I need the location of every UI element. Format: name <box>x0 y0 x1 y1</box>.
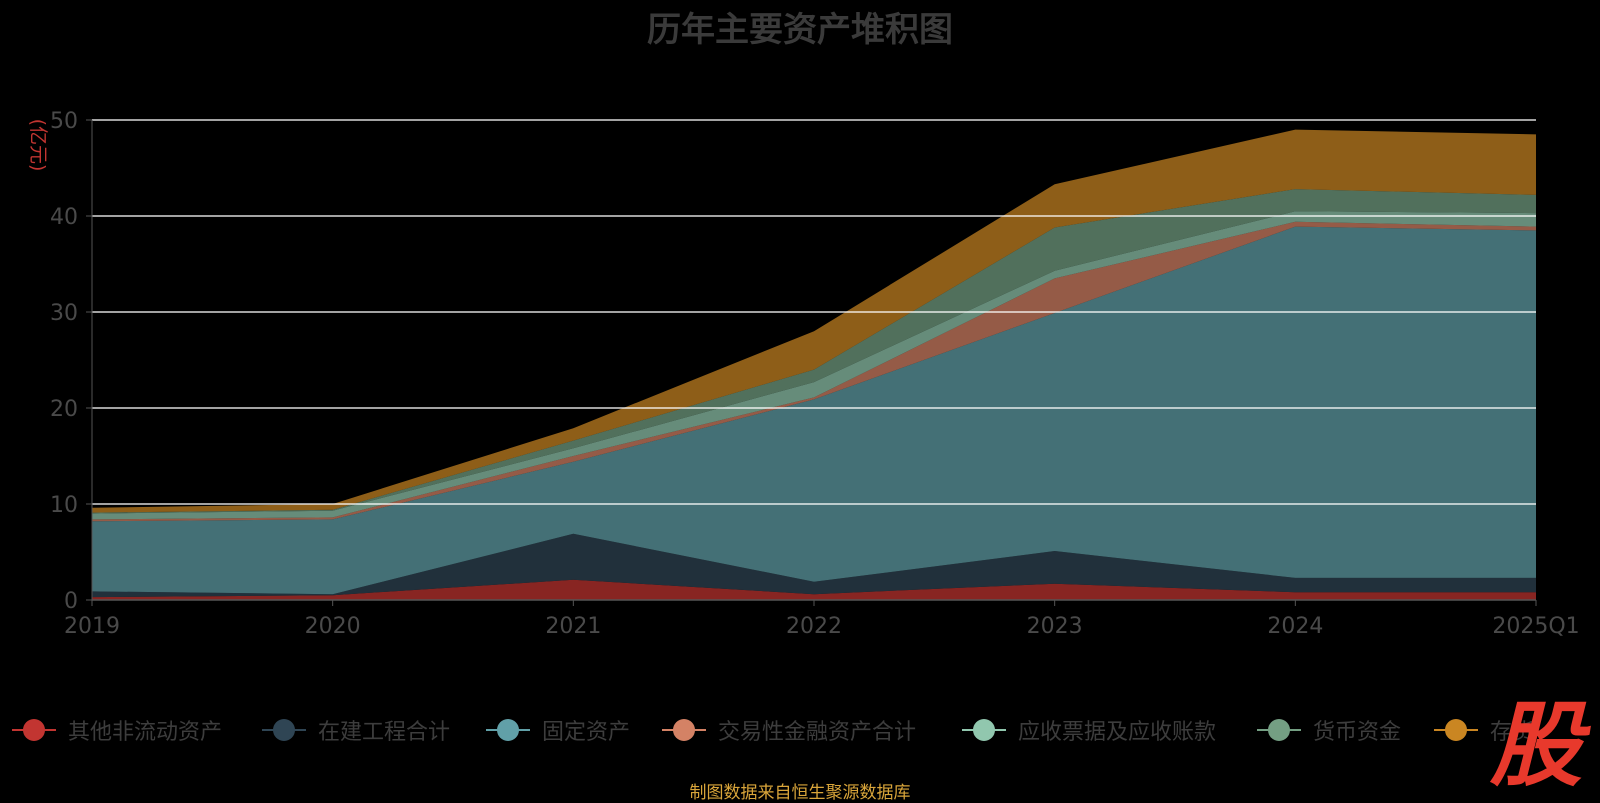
legend-marker-icon <box>1432 713 1480 747</box>
axes: 0 10 20 30 40 50 2019 2020 2021 2022 2023 2024 2025Q… <box>50 109 1580 639</box>
area-series-0[interactable] <box>92 579 1536 600</box>
legend-label: 交易性金融资产合计 <box>718 720 917 745</box>
area-series <box>92 129 1536 600</box>
legend-label: 在建工程合计 <box>318 720 451 745</box>
area-series-1[interactable] <box>92 533 1536 598</box>
x-tick-label-1: 2020 <box>305 614 361 639</box>
legend-item-3[interactable]: 交易性金融资产合计 <box>660 713 916 747</box>
legend-label: 应收票据及应收账款 <box>1018 720 1217 745</box>
legend-marker-icon <box>660 713 708 747</box>
y-tick-label-5: 50 <box>50 109 78 134</box>
legend-item-1[interactable]: 在建工程合计 <box>260 713 450 747</box>
legend-label: 固定资产 <box>542 720 631 745</box>
y-axis-label: (亿元) <box>27 119 49 172</box>
area-series-2[interactable] <box>92 226 1536 595</box>
legend-item-5[interactable]: 货币资金 <box>1255 713 1401 747</box>
legend-item-0[interactable]: 其他非流动资产 <box>10 713 222 747</box>
x-tick-label-3: 2022 <box>786 614 842 639</box>
legend-item-2[interactable]: 固定资产 <box>484 713 630 747</box>
x-tick-label-6: 2025Q1 <box>1492 614 1579 639</box>
legend-label: 货币资金 <box>1313 720 1402 745</box>
legend-item-4[interactable]: 应收票据及应收账款 <box>960 713 1216 747</box>
grid-lines <box>92 119 1536 505</box>
x-tick-label-4: 2023 <box>1027 614 1083 639</box>
watermark-logo: 股 <box>1490 692 1583 799</box>
y-tick-label-1: 10 <box>50 493 78 518</box>
stacked-area-chart: (亿元) 0 10 20 30 40 50 2019 2020 2021 2022 2023 2024… <box>27 109 1580 639</box>
chart-title: 历年主要资产堆积图 <box>647 10 953 50</box>
legend-item-6[interactable]: 存货 <box>1432 713 1534 747</box>
legend-marker-icon <box>10 713 58 747</box>
y-tick-label-4: 40 <box>50 205 78 230</box>
y-tick-label-2: 20 <box>50 397 78 422</box>
legend-label: 存货 <box>1490 720 1535 745</box>
legend-label: 其他非流动资产 <box>68 720 223 745</box>
legend-marker-icon <box>484 713 532 747</box>
legend-marker-icon <box>1255 713 1303 747</box>
x-tick-label-2: 2021 <box>545 614 601 639</box>
source-note: 制图数据来自恒生聚源数据库 <box>689 783 911 803</box>
legend-marker-icon <box>260 713 308 747</box>
x-tick-label-5: 2024 <box>1267 614 1323 639</box>
x-tick-label-0: 2019 <box>64 614 120 639</box>
area-series-6[interactable] <box>92 129 1536 513</box>
y-tick-label-0: 0 <box>64 589 78 614</box>
legend[interactable]: 其他非流动资产 在建工程合计 固定资产 交易性金融资产合计 应收票据及应收账款 货币资金 存… <box>0 713 1600 747</box>
y-tick-label-3: 30 <box>50 301 78 326</box>
legend-marker-icon <box>960 713 1008 747</box>
